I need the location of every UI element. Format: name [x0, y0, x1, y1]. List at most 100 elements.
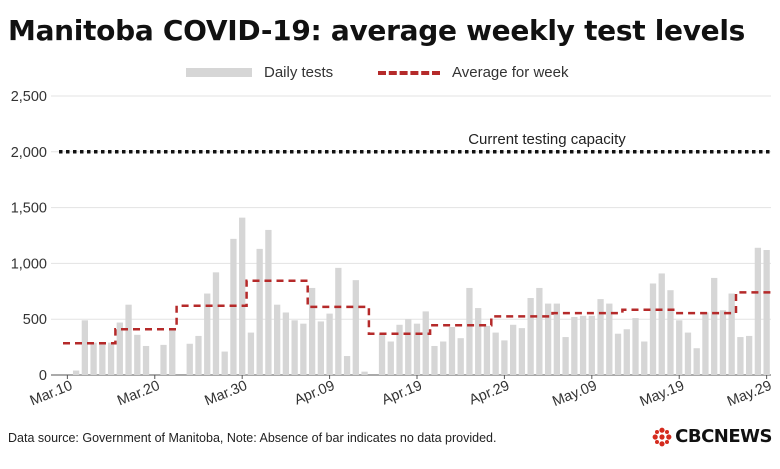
daily-test-bar: [492, 332, 499, 375]
daily-test-bar: [335, 267, 342, 375]
daily-test-bar: [475, 308, 482, 375]
daily-test-bar: [536, 287, 543, 375]
legend-label-daily-tests: Daily tests: [264, 64, 334, 81]
weekly-average-line: [63, 279, 771, 345]
footer-source-note: Data source: Government of Manitoba, Not…: [8, 431, 497, 445]
daily-test-bar: [544, 303, 552, 375]
y-tick-label: 1,000: [11, 256, 47, 272]
x-tick-label: Apr.29: [467, 378, 512, 409]
daily-test-bar: [632, 318, 639, 375]
daily-test-bar: [204, 293, 211, 375]
daily-test-bar: [274, 304, 281, 375]
daily-test-bar: [597, 299, 604, 375]
daily-test-bar: [169, 328, 176, 375]
x-tick-label: May.09: [550, 378, 599, 410]
daily-test-bar: [754, 247, 762, 375]
daily-test-bar: [571, 316, 578, 375]
daily-test-bar: [553, 303, 560, 375]
daily-test-bar: [125, 304, 132, 375]
daily-test-bar: [352, 280, 359, 375]
daily-test-bar: [711, 277, 718, 375]
daily-test-bar: [746, 335, 753, 375]
daily-test-bar: [579, 315, 587, 375]
daily-test-bar: [90, 342, 97, 375]
bars-layer: [72, 217, 770, 375]
y-tick-label: 2,000: [11, 145, 47, 161]
daily-test-bar: [684, 332, 692, 375]
daily-test-bar: [641, 341, 648, 375]
daily-test-bar: [501, 340, 508, 375]
x-tick-label: May.29: [725, 378, 774, 410]
legend-item-daily-tests: Daily tests: [186, 64, 333, 81]
daily-test-bar: [361, 371, 368, 375]
daily-test-bar: [317, 321, 324, 375]
daily-test-bar: [221, 351, 228, 375]
daily-test-bar: [116, 322, 123, 375]
daily-test-bar: [737, 337, 744, 375]
daily-test-bar: [448, 327, 456, 375]
x-tick-label: Apr.09: [292, 378, 337, 409]
daily-test-bar: [81, 320, 88, 375]
capacity-label: Current testing capacity: [468, 131, 626, 148]
y-tick-label: 1,500: [11, 201, 47, 217]
legend-swatch-line: [378, 70, 440, 75]
daily-test-bar: [623, 329, 630, 375]
daily-test-bar: [588, 315, 595, 375]
daily-test-bar: [308, 287, 316, 375]
x-tick-label: Mar.20: [115, 378, 162, 409]
avg-layer: [63, 279, 771, 345]
daily-test-bar: [562, 337, 569, 375]
daily-test-bar: [396, 324, 403, 375]
daily-test-bar: [282, 312, 290, 375]
daily-test-bar: [702, 312, 709, 375]
daily-test-bar: [134, 334, 141, 375]
daily-test-bar: [107, 342, 115, 375]
capacity-layer: Current testing capacity: [59, 131, 771, 154]
daily-test-bar: [728, 293, 735, 375]
daily-test-bar: [422, 311, 429, 375]
y-tick-label: 0: [39, 368, 47, 384]
legend-label-average: Average for week: [452, 64, 569, 81]
cbc-gem-icon: [652, 427, 672, 446]
daily-test-bar: [247, 332, 255, 375]
daily-test-bar: [186, 343, 193, 375]
daily-test-bar: [72, 370, 80, 375]
daily-test-bar: [614, 333, 622, 375]
daily-test-bar: [518, 328, 526, 375]
x-tick-label: Apr.19: [380, 378, 425, 409]
daily-test-bar: [606, 303, 613, 375]
daily-test-bar: [343, 356, 351, 375]
daily-test-bar: [291, 320, 298, 375]
daily-test-bar: [387, 341, 394, 375]
daily-test-bar: [326, 313, 333, 375]
grid-layer: 0 500 1,000 1,500 2,000 2,500: [11, 89, 771, 384]
legend-item-average: Average for week: [378, 64, 568, 81]
logo-text: CBCNEWS: [675, 426, 772, 447]
daily-test-bar: [440, 341, 447, 375]
daily-test-bar: [658, 273, 665, 375]
daily-test-bar: [457, 338, 464, 375]
daily-test-bar: [719, 310, 727, 375]
daily-test-bar: [510, 324, 517, 375]
daily-test-bar: [265, 229, 272, 375]
daily-test-bar: [300, 323, 307, 375]
daily-test-bar: [413, 323, 421, 375]
daily-test-bar: [527, 297, 534, 375]
chart-title: Manitoba COVID-19: average weekly test l…: [8, 14, 746, 47]
x-tick-label: Mar.30: [203, 378, 250, 409]
x-tick-label: Mar.10: [28, 378, 75, 409]
cbc-news-logo: CBCNEWS: [652, 426, 772, 447]
x-tick-label: May.19: [638, 378, 687, 410]
daily-test-bar: [142, 345, 150, 375]
daily-test-bar: [256, 248, 263, 375]
daily-test-bar: [405, 319, 412, 375]
daily-test-bar: [239, 217, 246, 375]
daily-test-bar: [466, 287, 473, 375]
y-tick-label: 500: [23, 312, 47, 328]
daily-test-bar: [431, 345, 438, 375]
daily-test-bar: [378, 333, 386, 375]
daily-test-bar: [195, 335, 202, 375]
chart-legend: Daily tests Average for week: [0, 64, 780, 86]
daily-test-bar: [160, 344, 167, 375]
